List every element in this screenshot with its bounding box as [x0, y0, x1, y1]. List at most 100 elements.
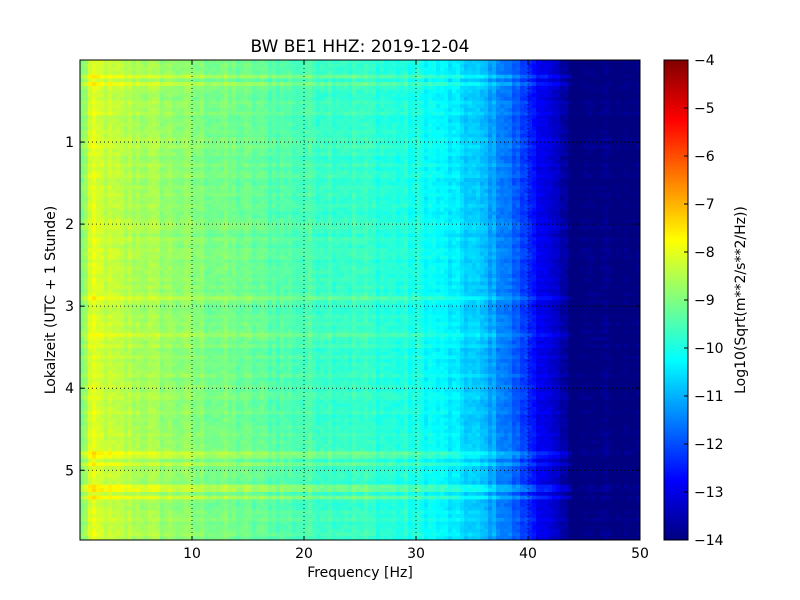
heatmap-cell [504, 104, 509, 108]
heatmap-cell [324, 123, 329, 127]
heatmap-cell [200, 152, 205, 156]
heatmap-cell [368, 97, 373, 101]
heatmap-cell [136, 134, 141, 138]
heatmap-cell [172, 101, 177, 105]
heatmap-cell [408, 174, 413, 178]
heatmap-cell [108, 93, 113, 97]
heatmap-cell [292, 178, 297, 182]
heatmap-cell [80, 182, 85, 186]
heatmap-cell [148, 186, 153, 190]
heatmap-cell [488, 108, 493, 112]
heatmap-cell [332, 60, 337, 64]
heatmap-cell [500, 163, 505, 167]
heatmap-cell [144, 186, 149, 190]
heatmap-cell [156, 189, 161, 193]
heatmap-cell [444, 163, 449, 167]
heatmap-cell [448, 152, 453, 156]
heatmap-cell [504, 145, 509, 149]
heatmap-cell [420, 93, 425, 97]
heatmap-cell [592, 178, 597, 182]
heatmap-cell [580, 115, 585, 119]
heatmap-cell [468, 67, 473, 71]
heatmap-cell [324, 156, 329, 160]
heatmap-cell [196, 67, 201, 71]
heatmap-cell [276, 93, 281, 97]
heatmap-cell [304, 186, 309, 190]
heatmap-cell [340, 134, 345, 138]
heatmap-cell [556, 93, 561, 97]
heatmap-cell [488, 174, 493, 178]
heatmap-cell [128, 115, 133, 119]
heatmap-cell [108, 189, 113, 193]
heatmap-cell [112, 167, 117, 171]
heatmap-cell [380, 171, 385, 175]
heatmap-cell [592, 86, 597, 90]
heatmap-cell [296, 112, 301, 116]
heatmap-cell [236, 64, 241, 68]
heatmap-cell [184, 93, 189, 97]
heatmap-cell [220, 78, 225, 82]
heatmap-cell [260, 82, 265, 86]
heatmap-cell [408, 60, 413, 64]
heatmap-cell [392, 189, 397, 193]
heatmap-cell [208, 90, 213, 94]
heatmap-cell [384, 174, 389, 178]
heatmap-cell [376, 156, 381, 160]
heatmap-cell [164, 163, 169, 167]
heatmap-cell [168, 138, 173, 142]
heatmap-cell [452, 67, 457, 71]
heatmap-cell [536, 71, 541, 75]
heatmap-cell [180, 112, 185, 116]
heatmap-cell [308, 75, 313, 79]
heatmap-cell [552, 138, 557, 142]
heatmap-cell [432, 123, 437, 127]
heatmap-cell [364, 163, 369, 167]
heatmap-cell [168, 152, 173, 156]
heatmap-cell [208, 171, 213, 175]
heatmap-cell [488, 149, 493, 153]
heatmap-cell [100, 82, 105, 86]
heatmap-cell [120, 97, 125, 101]
heatmap-cell [444, 174, 449, 178]
heatmap-cell [388, 60, 393, 64]
heatmap-cell [272, 189, 277, 193]
heatmap-cell [208, 119, 213, 123]
heatmap-cell [156, 126, 161, 130]
heatmap-cell [460, 64, 465, 68]
heatmap-cell [144, 115, 149, 119]
heatmap-cell [624, 93, 629, 97]
heatmap-cell [132, 119, 137, 123]
heatmap-cell [500, 145, 505, 149]
heatmap-cell [140, 64, 145, 68]
heatmap-cell [340, 126, 345, 130]
heatmap-cell [284, 90, 289, 94]
heatmap-cell [352, 163, 357, 167]
heatmap-cell [120, 93, 125, 97]
heatmap-cell [524, 138, 529, 142]
heatmap-cell [616, 64, 621, 68]
heatmap-cell [212, 60, 217, 64]
heatmap-cell [592, 156, 597, 160]
heatmap-cell [144, 152, 149, 156]
heatmap-cell [204, 152, 209, 156]
heatmap-cell [176, 97, 181, 101]
heatmap-cell [236, 93, 241, 97]
heatmap-cell [276, 178, 281, 182]
heatmap-cell [476, 101, 481, 105]
heatmap-cell [584, 64, 589, 68]
heatmap-cell [80, 167, 85, 171]
heatmap-cell [164, 64, 169, 68]
heatmap-cell [200, 101, 205, 105]
heatmap-cell [236, 112, 241, 116]
heatmap-cell [308, 178, 313, 182]
heatmap-cell [540, 97, 545, 101]
heatmap-cell [100, 152, 105, 156]
heatmap-cell [84, 97, 89, 101]
heatmap-cell [448, 112, 453, 116]
heatmap-cell [612, 60, 617, 64]
heatmap-cell [588, 119, 593, 123]
heatmap-cell [320, 138, 325, 142]
heatmap-cell [292, 152, 297, 156]
heatmap-cell [404, 119, 409, 123]
heatmap-cell [172, 149, 177, 153]
